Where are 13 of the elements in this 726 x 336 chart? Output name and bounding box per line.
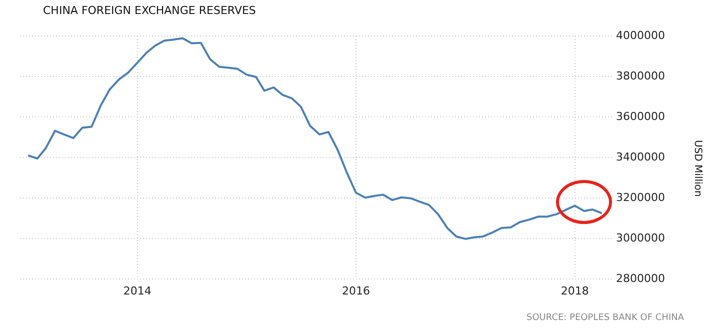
x-tick-label: 2018 bbox=[560, 284, 589, 298]
y-tick-label: 3200000 bbox=[616, 190, 665, 204]
x-tick-label: 2014 bbox=[123, 284, 152, 298]
source-note: SOURCE: PEOPLES BANK OF CHINA bbox=[526, 313, 684, 323]
chart-title: CHINA FOREIGN EXCHANGE RESERVES bbox=[43, 4, 256, 17]
y-tick-label: 3400000 bbox=[616, 150, 665, 164]
y-tick-label: 3600000 bbox=[616, 110, 665, 123]
y-tick-label: 3000000 bbox=[616, 231, 665, 244]
y-tick-label: 3800000 bbox=[616, 69, 665, 82]
x-tick-label: 2016 bbox=[342, 284, 370, 298]
y-tick-label: 2800000 bbox=[616, 272, 665, 285]
y-axis-title: USD Million bbox=[692, 140, 703, 197]
y-tick-label: 4000000 bbox=[616, 28, 665, 42]
